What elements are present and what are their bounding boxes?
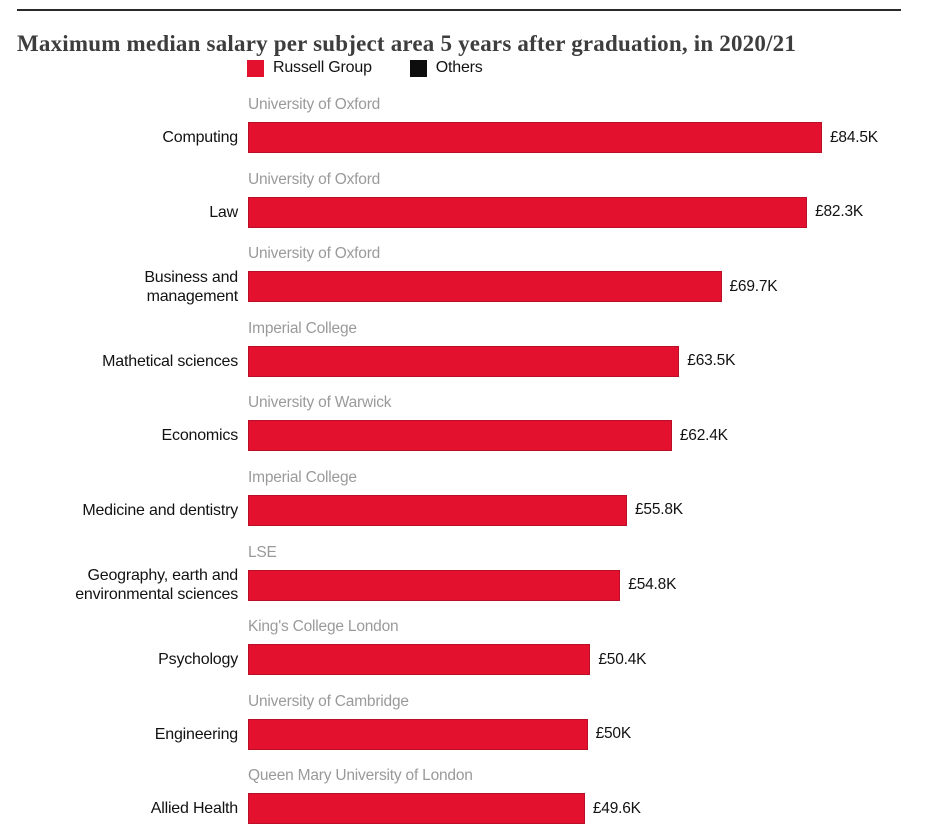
bar-row-engineering: Engineering University of Cambridge £50K — [0, 689, 926, 764]
value-label: £69.7K — [729, 277, 778, 295]
bar-row-law: Law University of Oxford £82.3K — [0, 167, 926, 242]
subject-label: Psychology — [158, 651, 238, 669]
legend-label-russell-group: Russell Group — [273, 59, 372, 76]
bar-row-computing: Computing University of Oxford £84.5K — [0, 92, 926, 167]
salary-bar — [248, 271, 722, 303]
bar-line: £62.4K — [248, 420, 728, 452]
university-label: University of Cambridge — [248, 692, 409, 710]
legend-label-others: Others — [435, 59, 483, 76]
page-title: Maximum median salary per subject area 5… — [17, 31, 797, 57]
bar-row-medicine-and-dentistry: Medicine and dentistry Imperial College … — [0, 465, 926, 540]
bar-line: £50.4K — [248, 644, 647, 676]
university-label: LSE — [248, 543, 277, 561]
subject-label: Allied Health — [150, 800, 238, 818]
legend-item-others: Others — [409, 59, 483, 77]
bar-line: £84.5K — [248, 122, 878, 153]
salary-bar — [248, 569, 621, 601]
salary-bar — [248, 644, 591, 676]
legend-item-russell-group: Russell Group — [247, 59, 372, 77]
legend-swatch-others-icon — [409, 59, 427, 77]
bar-chart: Computing University of Oxford £84.5K La… — [0, 92, 926, 838]
salary-bar — [248, 793, 585, 825]
subject-label: Economics — [161, 427, 239, 445]
top-rule — [17, 9, 901, 11]
university-label: University of Oxford — [248, 245, 381, 263]
university-label: Queen Mary University of London — [248, 767, 473, 785]
bar-row-psychology: Psychology King's College London £50.4K — [0, 614, 926, 689]
salary-bar — [248, 420, 672, 452]
university-label: Imperial College — [248, 319, 357, 337]
bar-line: £54.8K — [248, 569, 677, 601]
value-label: £54.8K — [628, 576, 677, 594]
subject-label: Computing — [162, 129, 238, 146]
value-label: £50.4K — [598, 650, 647, 668]
salary-bar — [248, 494, 627, 526]
bar-line: £82.3K — [248, 196, 864, 228]
subject-label: Geography, earth and environmental scien… — [75, 567, 238, 604]
university-label: Imperial College — [248, 468, 357, 486]
salary-bar — [248, 122, 822, 153]
value-label: £63.5K — [687, 352, 736, 370]
value-label: £55.8K — [635, 501, 683, 519]
value-label: £62.4K — [679, 426, 728, 444]
legend-swatch-russell-group-icon — [247, 59, 264, 77]
bar-line: £55.8K — [248, 494, 683, 526]
bar-row-mathetical-sciences: Mathetical sciences Imperial College £63… — [0, 316, 926, 391]
subject-label: Law — [209, 203, 238, 221]
bar-row-allied-health: Allied Health Queen Mary University of L… — [0, 763, 926, 838]
university-label: University of Oxford — [248, 96, 381, 113]
university-label: King's College London — [248, 618, 399, 636]
salary-bar — [248, 196, 808, 228]
bar-line: £49.6K — [248, 793, 641, 825]
salary-bar — [248, 345, 680, 377]
bar-row-geography-earth-environmental: Geography, earth and environmental scien… — [0, 540, 926, 615]
university-label: University of Oxford — [248, 170, 381, 188]
bar-row-economics: Economics University of Warwick £62.4K — [0, 390, 926, 465]
bar-row-business-and-management: Business and management University of Ox… — [0, 241, 926, 316]
bar-line: £69.7K — [248, 271, 778, 303]
legend: Russell Group Others — [247, 59, 483, 77]
subject-label: Business and management — [144, 268, 238, 305]
university-label: University of Warwick — [248, 394, 392, 412]
value-label: £49.6K — [592, 799, 641, 817]
subject-label: Medicine and dentistry — [82, 501, 238, 519]
bar-line: £63.5K — [248, 345, 736, 377]
value-label: £84.5K — [830, 128, 878, 146]
subject-label: Engineering — [154, 725, 238, 743]
value-label: £50K — [595, 725, 632, 743]
bar-line: £50K — [248, 718, 632, 750]
value-label: £82.3K — [815, 203, 864, 221]
subject-label: Mathetical sciences — [102, 352, 238, 370]
salary-bar — [248, 718, 588, 750]
